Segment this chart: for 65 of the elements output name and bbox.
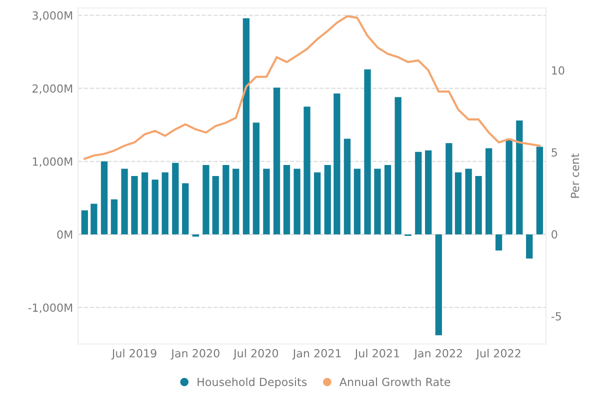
bar bbox=[283, 165, 290, 234]
bar bbox=[384, 165, 392, 234]
bar bbox=[141, 172, 148, 234]
bar bbox=[100, 161, 108, 234]
bar bbox=[334, 93, 340, 234]
bar bbox=[425, 150, 432, 234]
x-tick-label: Jul 2019 bbox=[111, 348, 156, 360]
bar bbox=[172, 162, 179, 234]
bar bbox=[435, 234, 442, 336]
bar bbox=[232, 168, 240, 234]
y2-tick-label: 5 bbox=[552, 148, 557, 157]
x-tick-label: Jul 2021 bbox=[354, 348, 400, 360]
bar bbox=[202, 165, 210, 234]
x-tick-label: Jul 2020 bbox=[232, 348, 278, 360]
bar bbox=[121, 168, 128, 234]
y2-tick-label: 0 bbox=[552, 230, 558, 239]
bar bbox=[394, 97, 402, 234]
bar bbox=[475, 176, 482, 234]
line-series bbox=[84, 15, 541, 160]
bar bbox=[354, 168, 361, 234]
y-tick-label: 1,000M bbox=[32, 157, 72, 167]
bar bbox=[506, 138, 512, 234]
bar bbox=[222, 165, 230, 234]
legend-label: Annual Growth Rate bbox=[339, 378, 450, 386]
bar bbox=[465, 168, 472, 234]
bar bbox=[516, 120, 523, 234]
bar bbox=[486, 148, 492, 234]
bar bbox=[446, 143, 452, 234]
bar bbox=[252, 122, 260, 234]
bar bbox=[192, 234, 199, 237]
bar bbox=[182, 183, 189, 234]
y-tick-label: 3,000M bbox=[32, 11, 72, 21]
bar bbox=[324, 165, 331, 234]
x-tick-label: Jul 2022 bbox=[476, 348, 520, 360]
legend-label: Household Deposits bbox=[198, 378, 307, 388]
bar bbox=[364, 69, 371, 234]
x-tick-label: Jan 2022 bbox=[414, 349, 462, 360]
y2-tick-label: 10 bbox=[552, 66, 564, 75]
bar bbox=[495, 234, 502, 251]
bar bbox=[304, 106, 310, 234]
bar bbox=[374, 168, 381, 234]
bar bbox=[162, 172, 168, 234]
y2-tick-label: -5 bbox=[551, 312, 561, 321]
y2-axis-title: Per cent bbox=[570, 153, 580, 198]
bar bbox=[263, 168, 270, 234]
bar bbox=[294, 168, 300, 234]
bar bbox=[81, 210, 88, 234]
y-tick-label: 0M bbox=[57, 230, 72, 239]
x-tick-label: Jan 2020 bbox=[170, 349, 220, 360]
bar bbox=[212, 176, 219, 234]
bar bbox=[242, 18, 250, 234]
bar bbox=[110, 199, 118, 234]
bar bbox=[454, 172, 462, 234]
bar bbox=[536, 146, 544, 234]
bar bbox=[90, 204, 98, 234]
bar bbox=[131, 176, 138, 234]
y-tick-label: 2,000M bbox=[32, 84, 72, 94]
x-tick-label: Jan 2021 bbox=[292, 349, 341, 360]
bar bbox=[314, 172, 321, 234]
y-tick-label: -1,000M bbox=[28, 303, 72, 313]
bar bbox=[415, 152, 422, 234]
bar bbox=[273, 88, 280, 234]
bar bbox=[344, 138, 351, 234]
bar bbox=[526, 234, 533, 259]
bar bbox=[152, 180, 158, 234]
